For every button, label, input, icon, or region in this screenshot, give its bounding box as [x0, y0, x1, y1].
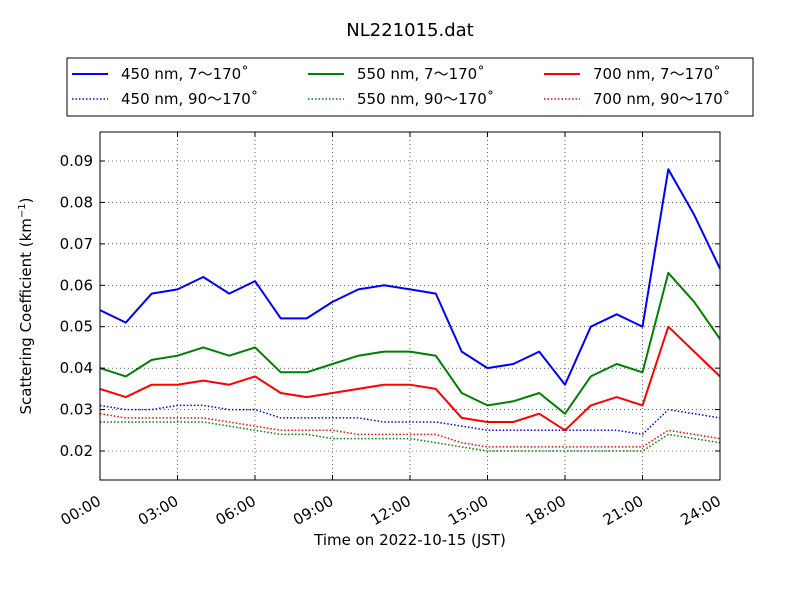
legend-label-3: 550 nm, 90～170˚: [357, 90, 494, 108]
x-tick-label: 24:00: [678, 492, 724, 529]
y-tick-label: 0.05: [60, 318, 93, 336]
legend: [66, 57, 754, 117]
legend-label-0: 450 nm, 7～170˚: [121, 65, 249, 83]
y-tick-label: 0.09: [60, 152, 93, 170]
x-tick-label: 06:00: [213, 492, 259, 529]
x-tick-label: 03:00: [135, 492, 181, 529]
series-line-4: [99, 325, 721, 432]
y-tick-label: 0.06: [60, 276, 93, 294]
series-line-5: [99, 412, 721, 448]
x-axis-label: Time on 2022-10-15 (JST): [313, 531, 506, 549]
legend-label-2: 550 nm, 7～170˚: [357, 65, 485, 83]
y-tick-label: 0.07: [60, 235, 93, 253]
x-tick-label: 18:00: [523, 492, 569, 529]
legend-label-1: 450 nm, 90～170˚: [121, 90, 258, 108]
x-tick-label: 09:00: [290, 492, 336, 529]
x-tick-label: 00:00: [58, 492, 104, 529]
legend-label-4: 700 nm, 7～170˚: [593, 65, 721, 83]
x-tick-label: 15:00: [445, 492, 491, 529]
series-line-1: [99, 404, 721, 436]
x-tick-label: 12:00: [368, 492, 414, 529]
series-line-0: [99, 168, 721, 386]
series-line-2: [99, 271, 721, 415]
y-axis-label: Scattering Coefficient (km−1): [17, 197, 35, 414]
series-line-3: [100, 421, 721, 452]
chart-title: NL221015.dat: [346, 20, 473, 41]
y-tick-label: 0.08: [60, 193, 93, 211]
y-tick-label: 0.02: [60, 442, 93, 460]
x-tick-label: 21:00: [600, 492, 646, 529]
y-tick-label: 0.03: [60, 401, 93, 419]
legend-label-5: 700 nm, 90～170˚: [593, 90, 730, 108]
y-tick-label: 0.04: [60, 359, 93, 377]
